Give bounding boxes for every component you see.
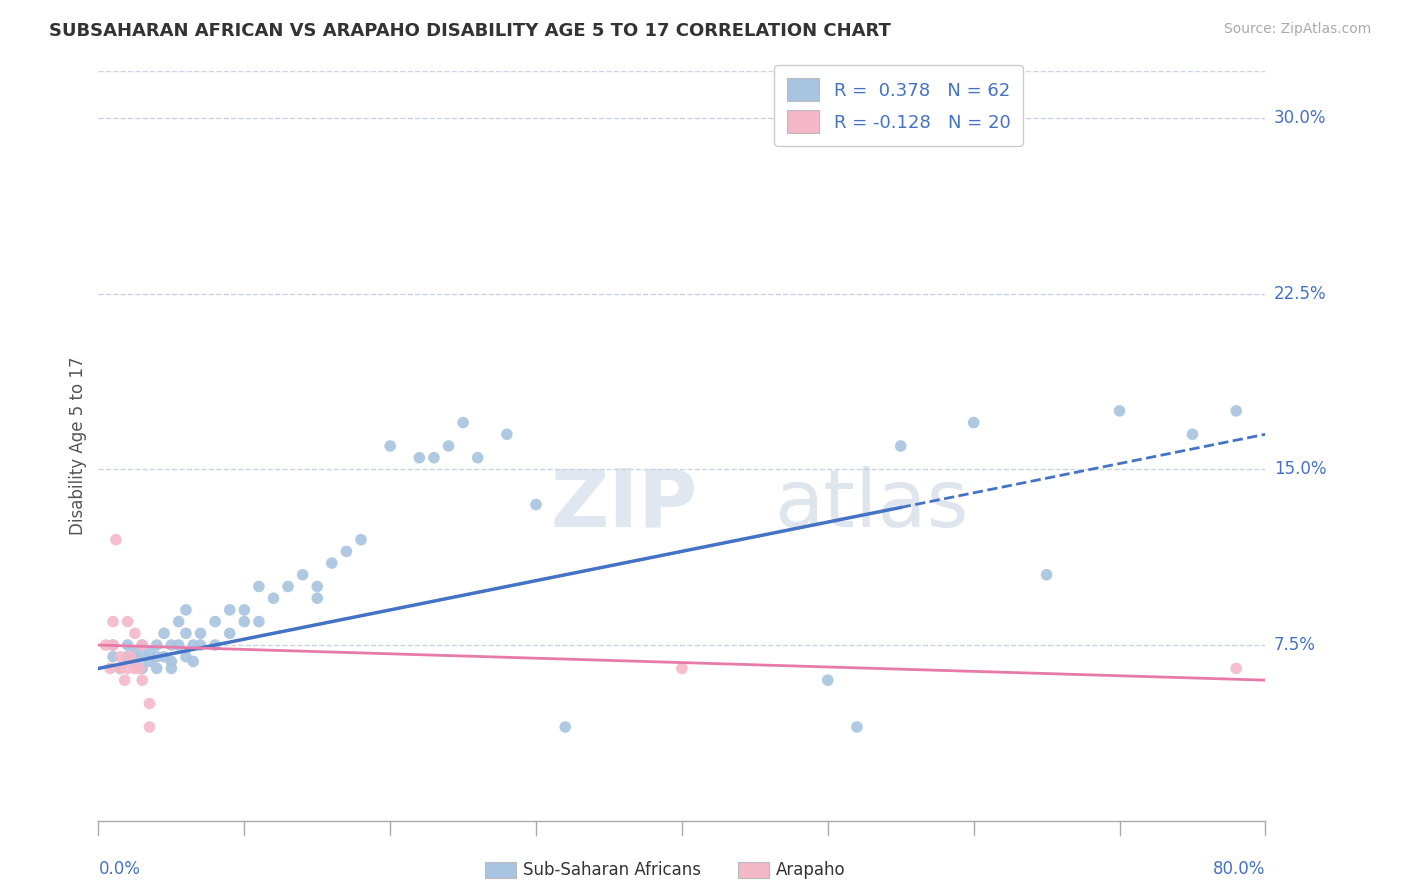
Point [307, 580, 329, 594]
Point [146, 649, 169, 664]
Point [101, 638, 124, 652]
Point [104, 533, 127, 547]
Point [321, 556, 343, 570]
Point [408, 450, 430, 465]
Point [167, 615, 190, 629]
Point [153, 626, 176, 640]
Point [124, 655, 146, 669]
Point [350, 533, 373, 547]
Point [262, 591, 284, 606]
Point [167, 638, 190, 652]
Point [190, 626, 212, 640]
Point [117, 661, 139, 675]
Point [247, 580, 270, 594]
Point [451, 416, 474, 430]
Point [110, 661, 132, 675]
Point [117, 615, 139, 629]
Point [890, 439, 912, 453]
Y-axis label: Disability Age 5 to 17: Disability Age 5 to 17 [69, 357, 87, 535]
Point [1035, 567, 1057, 582]
Text: Source: ZipAtlas.com: Source: ZipAtlas.com [1223, 22, 1371, 37]
Point [174, 649, 197, 664]
Point [233, 615, 256, 629]
Point [128, 661, 150, 675]
Text: 15.0%: 15.0% [1274, 460, 1326, 478]
Point [1108, 404, 1130, 418]
Point [138, 645, 160, 659]
Point [204, 638, 226, 652]
Point [277, 580, 299, 594]
Point [524, 498, 547, 512]
Point [174, 626, 197, 640]
Point [247, 615, 270, 629]
Point [101, 615, 124, 629]
Point [138, 655, 160, 669]
Text: 7.5%: 7.5% [1274, 636, 1316, 654]
Point [174, 603, 197, 617]
Point [496, 427, 519, 442]
Point [291, 567, 314, 582]
Point [1225, 661, 1247, 675]
Point [423, 450, 446, 465]
Point [120, 649, 142, 664]
Text: Sub-Saharan Africans: Sub-Saharan Africans [523, 861, 702, 879]
Point [1225, 404, 1247, 418]
Legend: R =  0.378   N = 62, R = -0.128   N = 20: R = 0.378 N = 62, R = -0.128 N = 20 [775, 65, 1024, 146]
Point [94, 638, 117, 652]
Point [138, 697, 160, 711]
Point [146, 638, 169, 652]
Point [160, 638, 183, 652]
Text: atlas: atlas [775, 466, 969, 543]
Point [160, 655, 183, 669]
Text: SUBSAHARAN AFRICAN VS ARAPAHO DISABILITY AGE 5 TO 17 CORRELATION CHART: SUBSAHARAN AFRICAN VS ARAPAHO DISABILITY… [49, 22, 891, 40]
Point [114, 673, 136, 688]
Text: ZIP: ZIP [550, 466, 697, 543]
Point [335, 544, 357, 558]
Point [110, 661, 132, 675]
Point [110, 649, 132, 664]
Point [124, 661, 146, 675]
Text: 0.0%: 0.0% [98, 860, 141, 878]
Text: 80.0%: 80.0% [1213, 860, 1265, 878]
Point [131, 649, 153, 664]
Point [233, 603, 256, 617]
Point [131, 638, 153, 652]
Point [146, 661, 169, 675]
Point [101, 638, 124, 652]
Point [138, 720, 160, 734]
Point [467, 450, 489, 465]
Point [117, 649, 139, 664]
Point [817, 673, 839, 688]
Text: 30.0%: 30.0% [1274, 109, 1326, 128]
Point [153, 649, 176, 664]
Point [218, 603, 240, 617]
Point [437, 439, 460, 453]
Point [671, 661, 693, 675]
Point [218, 626, 240, 640]
Point [101, 649, 124, 664]
Point [380, 439, 402, 453]
Point [124, 626, 146, 640]
Text: 22.5%: 22.5% [1274, 285, 1326, 302]
Point [117, 638, 139, 652]
Point [554, 720, 576, 734]
Point [190, 638, 212, 652]
Point [307, 591, 329, 606]
Point [131, 673, 153, 688]
Point [181, 638, 204, 652]
Point [846, 720, 869, 734]
Point [160, 661, 183, 675]
Point [962, 416, 984, 430]
Point [131, 661, 153, 675]
Point [181, 655, 204, 669]
Point [131, 638, 153, 652]
Text: Arapaho: Arapaho [776, 861, 846, 879]
Point [204, 615, 226, 629]
Point [1181, 427, 1204, 442]
Point [98, 661, 121, 675]
Point [124, 645, 146, 659]
